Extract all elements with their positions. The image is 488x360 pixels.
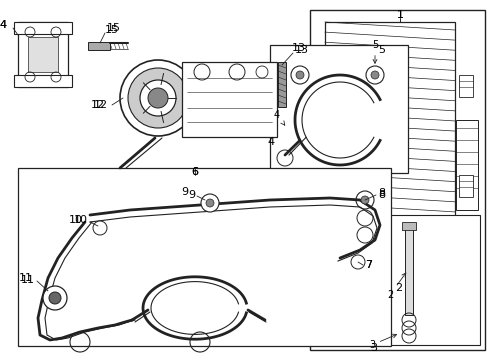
Text: 3: 3 [368, 334, 396, 350]
Bar [312, 200, 325, 218]
Text: 11: 11 [21, 275, 35, 285]
Text: 9: 9 [187, 190, 195, 200]
Bar [278, 62, 285, 107]
Circle shape [128, 68, 187, 128]
Text: 14: 14 [0, 20, 8, 30]
Bar [18, 22, 68, 87]
Text: 8: 8 [377, 190, 385, 200]
Bar [182, 62, 276, 137]
Text: 13: 13 [294, 45, 308, 55]
Text: 10: 10 [69, 215, 83, 225]
Circle shape [205, 199, 214, 207]
Text: 5: 5 [371, 40, 377, 63]
Text: 12: 12 [94, 100, 108, 110]
Text: 7: 7 [364, 260, 371, 270]
Text: 4: 4 [273, 110, 284, 125]
Circle shape [295, 71, 304, 79]
Bar [404, 225, 412, 315]
Text: 2: 2 [386, 273, 405, 300]
Bar [458, 175, 472, 197]
Text: 2: 2 [394, 283, 401, 293]
Circle shape [370, 71, 378, 79]
Text: 15: 15 [107, 23, 121, 33]
Bar [14, 75, 72, 87]
Circle shape [43, 286, 67, 310]
Bar [28, 37, 58, 72]
Bar [455, 120, 477, 210]
Text: 7: 7 [364, 260, 371, 270]
Bar [312, 120, 325, 138]
Bar [354, 215, 479, 345]
Bar [269, 45, 407, 173]
Bar [312, 265, 325, 283]
Text: 14: 14 [0, 20, 8, 30]
Bar [18, 168, 390, 346]
Text: 1: 1 [396, 10, 403, 20]
Text: 6: 6 [191, 167, 198, 177]
Circle shape [120, 60, 196, 136]
Circle shape [148, 88, 168, 108]
Circle shape [93, 221, 107, 235]
Circle shape [360, 196, 368, 204]
Bar [88, 42, 110, 50]
Circle shape [49, 292, 61, 304]
Circle shape [140, 80, 176, 116]
Text: 4: 4 [267, 137, 274, 147]
Bar [458, 75, 472, 97]
Bar [309, 10, 484, 350]
Text: 10: 10 [74, 215, 88, 225]
Text: 12: 12 [91, 100, 105, 110]
Text: 1: 1 [396, 10, 403, 20]
Bar [325, 22, 454, 305]
Text: 13: 13 [291, 43, 305, 53]
Text: 9: 9 [181, 187, 187, 197]
Bar [458, 250, 472, 272]
Bar [401, 222, 415, 230]
Text: 15: 15 [105, 25, 119, 35]
Text: 6: 6 [191, 167, 198, 177]
Text: 3: 3 [369, 343, 376, 353]
Circle shape [201, 194, 219, 212]
Bar [312, 60, 325, 78]
Text: 8: 8 [377, 188, 385, 198]
Text: 5: 5 [377, 45, 384, 55]
Text: 11: 11 [19, 273, 33, 283]
Bar [14, 22, 72, 34]
